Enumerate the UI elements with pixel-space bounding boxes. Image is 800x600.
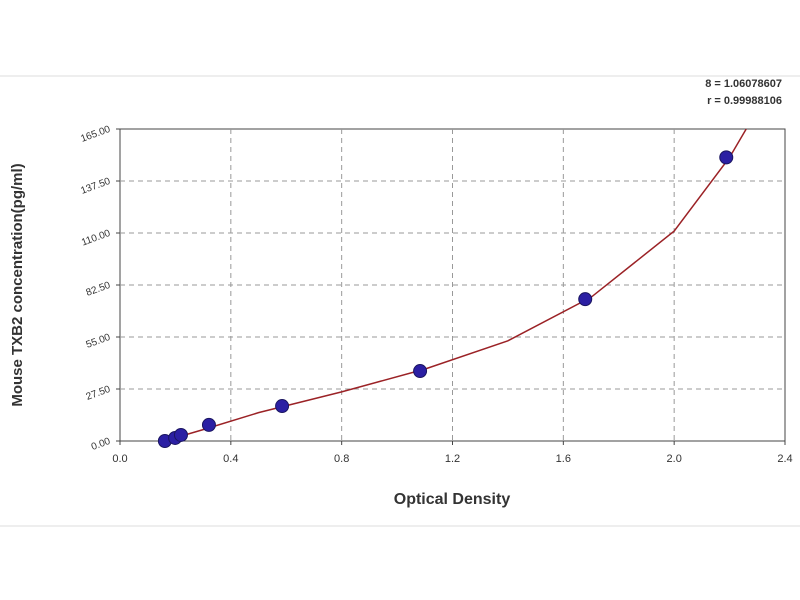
- y-tick-label: 55.00: [85, 332, 113, 351]
- annotation: r = 0.99988106: [707, 95, 782, 107]
- x-tick-label: 0.8: [334, 453, 349, 465]
- x-axis-label: Optical Density: [394, 491, 511, 508]
- x-tick-label: 2.4: [777, 453, 792, 465]
- data-point: [173, 427, 188, 442]
- y-axis-label: Mouse TXB2 concentration(pg/ml): [9, 163, 26, 406]
- data-point: [275, 399, 290, 414]
- y-tick-label: 0.00: [90, 436, 112, 453]
- y-tick-label: 27.50: [85, 384, 113, 403]
- data-point: [201, 417, 216, 432]
- y-tick-label: 82.50: [85, 280, 113, 299]
- y-tick-label: 110.00: [80, 228, 112, 249]
- y-tick-label: 137.50: [79, 176, 112, 197]
- x-tick-label: 1.2: [445, 453, 460, 465]
- annotation: 8 = 1.06078607: [705, 78, 782, 90]
- x-tick-label: 2.0: [667, 453, 682, 465]
- x-tick-label: 1.6: [556, 453, 571, 465]
- data-point: [578, 292, 593, 307]
- plot-content: [164, 129, 747, 441]
- x-tick-label: 0.0: [112, 453, 127, 465]
- data-point: [413, 364, 428, 379]
- x-tick-label: 0.4: [223, 453, 238, 465]
- fit-curve: [164, 129, 747, 441]
- y-tick-label: 165.00: [79, 124, 112, 145]
- data-point: [719, 150, 734, 165]
